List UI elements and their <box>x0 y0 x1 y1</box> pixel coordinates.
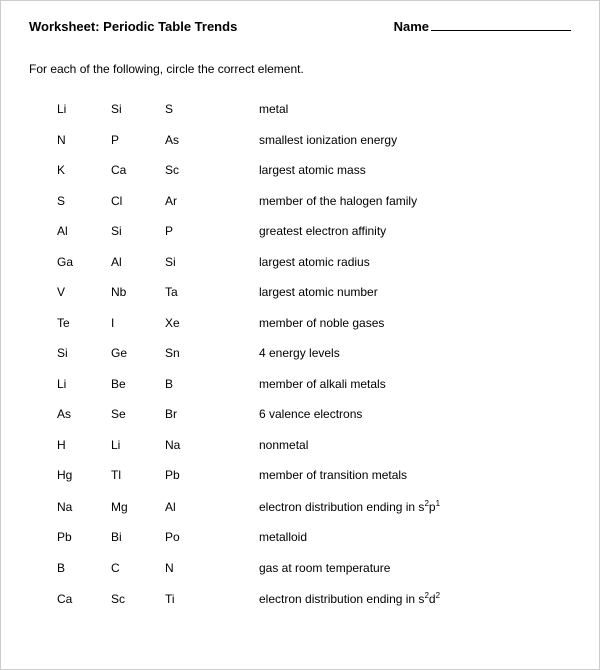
element-choice: Be <box>111 377 165 391</box>
question-row: AlSiPgreatest electron affinity <box>57 224 571 238</box>
question-row: CaScTi electron distribution ending in s2… <box>57 591 571 606</box>
element-choice: N <box>57 133 111 147</box>
element-choice: Si <box>111 224 165 238</box>
element-choice: P <box>165 224 219 238</box>
element-choice: Li <box>57 102 111 116</box>
element-choice: Po <box>165 530 219 544</box>
element-choice: Li <box>111 438 165 452</box>
element-choice: Si <box>111 102 165 116</box>
element-choice: Cl <box>111 194 165 208</box>
element-choice: P <box>111 133 165 147</box>
element-choice: S <box>57 194 111 208</box>
question-description: 4 energy levels <box>259 346 340 360</box>
question-row: GaAlSi largest atomic radius <box>57 255 571 269</box>
element-choice: V <box>57 285 111 299</box>
element-choice: Ga <box>57 255 111 269</box>
element-choice: Xe <box>165 316 219 330</box>
question-description: member of transition metals <box>259 468 407 482</box>
question-row: LiBeBmember of alkali metals <box>57 377 571 391</box>
element-choice: H <box>57 438 111 452</box>
question-row: NaMgAl electron distribution ending in s2… <box>57 499 571 514</box>
element-choice: As <box>165 133 219 147</box>
element-choice: I <box>111 316 165 330</box>
question-row: SiGeSn 4 energy levels <box>57 346 571 360</box>
element-choice: Ta <box>165 285 219 299</box>
question-description: electron distribution ending in s2d2 <box>259 591 440 606</box>
element-choice: Se <box>111 407 165 421</box>
element-choice: Sc <box>165 163 219 177</box>
element-choice: Bi <box>111 530 165 544</box>
element-choice: S <box>165 102 219 116</box>
question-row: KCaSc largest atomic mass <box>57 163 571 177</box>
element-choice: Al <box>165 500 219 514</box>
element-choice: Na <box>57 500 111 514</box>
element-choice: Pb <box>57 530 111 544</box>
instructions-text: For each of the following, circle the co… <box>29 62 571 76</box>
element-choice: Pb <box>165 468 219 482</box>
question-row: BCNgas at room temperature <box>57 561 571 575</box>
question-row: TeIXe member of noble gases <box>57 316 571 330</box>
element-choice: K <box>57 163 111 177</box>
element-choice: As <box>57 407 111 421</box>
element-choice: Al <box>57 224 111 238</box>
element-choice: Mg <box>111 500 165 514</box>
element-choice: Li <box>57 377 111 391</box>
question-description: smallest ionization energy <box>259 133 397 147</box>
element-choice: Ar <box>165 194 219 208</box>
question-row: AsSeBr 6 valence electrons <box>57 407 571 421</box>
element-choice: Sn <box>165 346 219 360</box>
question-row: HgTlPb member of transition metals <box>57 468 571 482</box>
question-description: member of alkali metals <box>259 377 386 391</box>
element-choice: Si <box>165 255 219 269</box>
element-choice: Ge <box>111 346 165 360</box>
element-choice: Te <box>57 316 111 330</box>
question-description: electron distribution ending in s2p1 <box>259 499 440 514</box>
question-description: largest atomic number <box>259 285 378 299</box>
question-description: member of noble gases <box>259 316 384 330</box>
question-description: 6 valence electrons <box>259 407 362 421</box>
element-choice: Al <box>111 255 165 269</box>
question-rows: LiSiSmetalNPAssmallest ionization energy… <box>29 102 571 606</box>
question-description: largest atomic mass <box>259 163 366 177</box>
question-row: PbBiPo metalloid <box>57 530 571 544</box>
element-choice: Nb <box>111 285 165 299</box>
question-row: LiSiSmetal <box>57 102 571 116</box>
element-choice: N <box>165 561 219 575</box>
question-description: largest atomic radius <box>259 255 370 269</box>
question-description: member of the halogen family <box>259 194 417 208</box>
element-choice: Ca <box>111 163 165 177</box>
question-row: HLiNa nonmetal <box>57 438 571 452</box>
element-choice: Hg <box>57 468 111 482</box>
element-choice: Tl <box>111 468 165 482</box>
name-blank-line <box>431 19 571 31</box>
question-description: metal <box>259 102 288 116</box>
question-description: nonmetal <box>259 438 308 452</box>
element-choice: C <box>111 561 165 575</box>
element-choice: Si <box>57 346 111 360</box>
element-choice: Br <box>165 407 219 421</box>
element-choice: Na <box>165 438 219 452</box>
question-row: SClAr member of the halogen family <box>57 194 571 208</box>
question-description: metalloid <box>259 530 307 544</box>
element-choice: Ti <box>165 592 219 606</box>
name-label: Name <box>394 19 429 34</box>
worksheet-header: Worksheet: Periodic Table Trends Name <box>29 19 571 34</box>
question-description: gas at room temperature <box>259 561 390 575</box>
element-choice: Ca <box>57 592 111 606</box>
element-choice: Sc <box>111 592 165 606</box>
question-row: NPAs smallest ionization energy <box>57 133 571 147</box>
worksheet-title: Worksheet: Periodic Table Trends <box>29 19 394 34</box>
question-description: greatest electron affinity <box>259 224 386 238</box>
question-row: VNbTa largest atomic number <box>57 285 571 299</box>
element-choice: B <box>165 377 219 391</box>
element-choice: B <box>57 561 111 575</box>
